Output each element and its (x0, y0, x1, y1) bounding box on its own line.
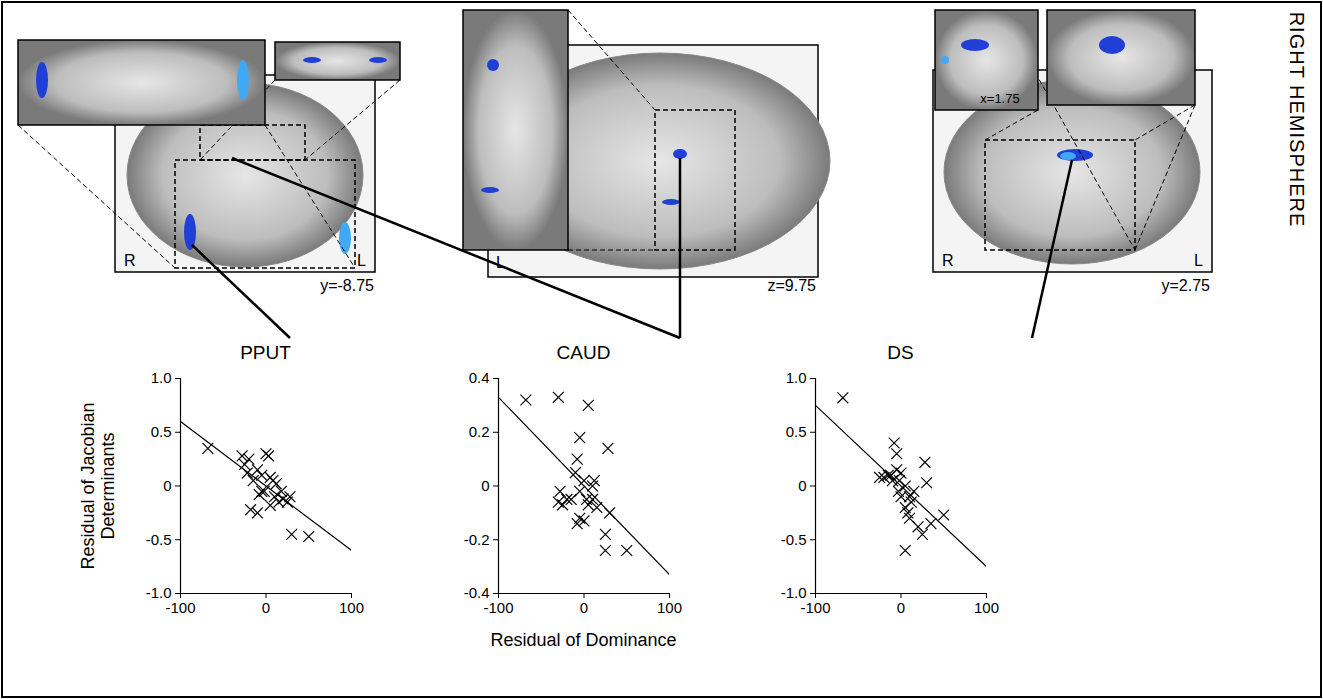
svg-text:-100: -100 (800, 599, 830, 616)
html-text:PPUT: PPUT (240, 342, 291, 363)
svg-text:R: R (124, 252, 136, 269)
svg-text:0: 0 (580, 599, 588, 616)
html-text:DS: DS (887, 342, 914, 363)
svg-text:x=1.75: x=1.75 (980, 91, 1019, 106)
svg-text:y=2.75: y=2.75 (1162, 277, 1211, 294)
svg-text:0: 0 (897, 599, 905, 616)
svg-text:z=9.75: z=9.75 (768, 277, 817, 294)
svg-text:-0.5: -0.5 (781, 531, 807, 548)
svg-text:0: 0 (798, 477, 806, 494)
svg-text:0.4: 0.4 (469, 369, 490, 386)
svg-text:-100: -100 (483, 599, 513, 616)
svg-text:L: L (357, 252, 366, 269)
svg-text:L: L (496, 254, 505, 271)
svg-text:100: 100 (657, 599, 682, 616)
svg-text:0: 0 (163, 477, 171, 494)
svg-text:100: 100 (339, 599, 364, 616)
svg-text:1.0: 1.0 (786, 369, 807, 386)
svg-text:-0.2: -0.2 (464, 531, 490, 548)
svg-text:0.2: 0.2 (469, 423, 490, 440)
html-text:Residual of Jacobian Determina: Residual of Jacobian Determinants (78, 402, 118, 570)
svg-text:-1.0: -1.0 (781, 584, 807, 601)
svg-text:0: 0 (262, 599, 270, 616)
html-text:RIGHT HEMISPHERE: RIGHT HEMISPHERE (1285, 11, 1308, 228)
svg-text:R: R (942, 252, 954, 269)
svg-text:L: L (1194, 252, 1203, 269)
svg-text:-100: -100 (165, 599, 195, 616)
svg-text:1.0: 1.0 (151, 369, 172, 386)
svg-text:100: 100 (974, 599, 999, 616)
svg-text:0.5: 0.5 (786, 423, 807, 440)
html-text:CAUD: CAUD (556, 342, 611, 363)
svg-text:-0.4: -0.4 (464, 584, 490, 601)
html-text:Residual of Dominance: Residual of Dominance (490, 630, 677, 650)
svg-text:0.5: 0.5 (151, 423, 172, 440)
svg-text:y=-8.75: y=-8.75 (320, 277, 374, 294)
svg-text:-1.0: -1.0 (146, 584, 172, 601)
svg-text:0: 0 (481, 477, 489, 494)
svg-text:-0.5: -0.5 (146, 531, 172, 548)
